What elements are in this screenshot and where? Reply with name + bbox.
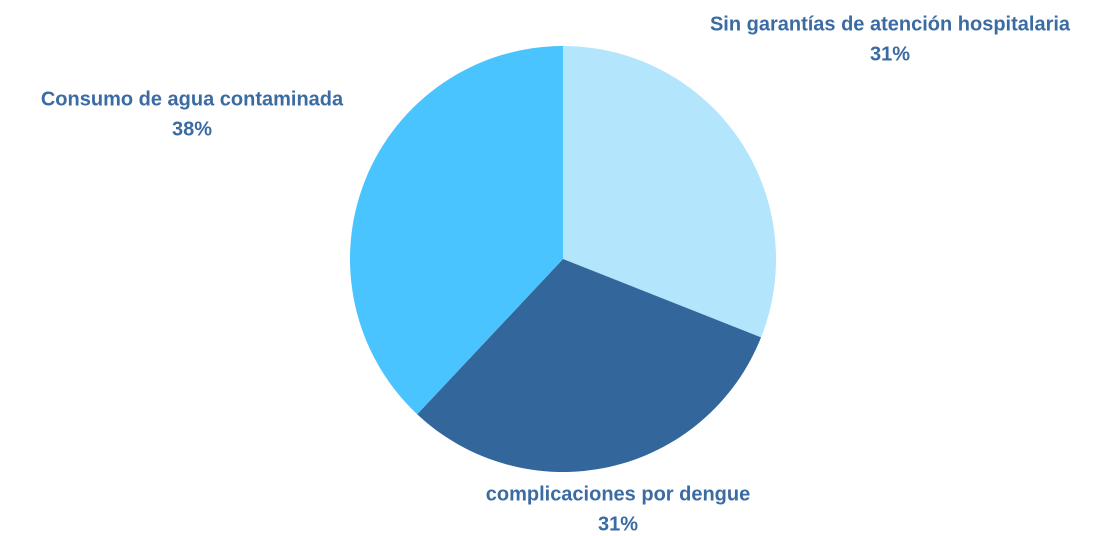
pie-slice (350, 46, 563, 415)
slice-value-label: 31% (598, 513, 638, 535)
slice-value-label: 31% (870, 43, 910, 65)
slice-label: complicaciones por dengue (486, 483, 751, 505)
pie-slice (417, 259, 762, 473)
slice-label: Sin garantías de atención hospitalaria (710, 13, 1071, 35)
pie-slice (563, 45, 776, 338)
slice-label: Consumo de agua contaminada (41, 88, 344, 110)
slice-value-label: 38% (172, 118, 212, 140)
